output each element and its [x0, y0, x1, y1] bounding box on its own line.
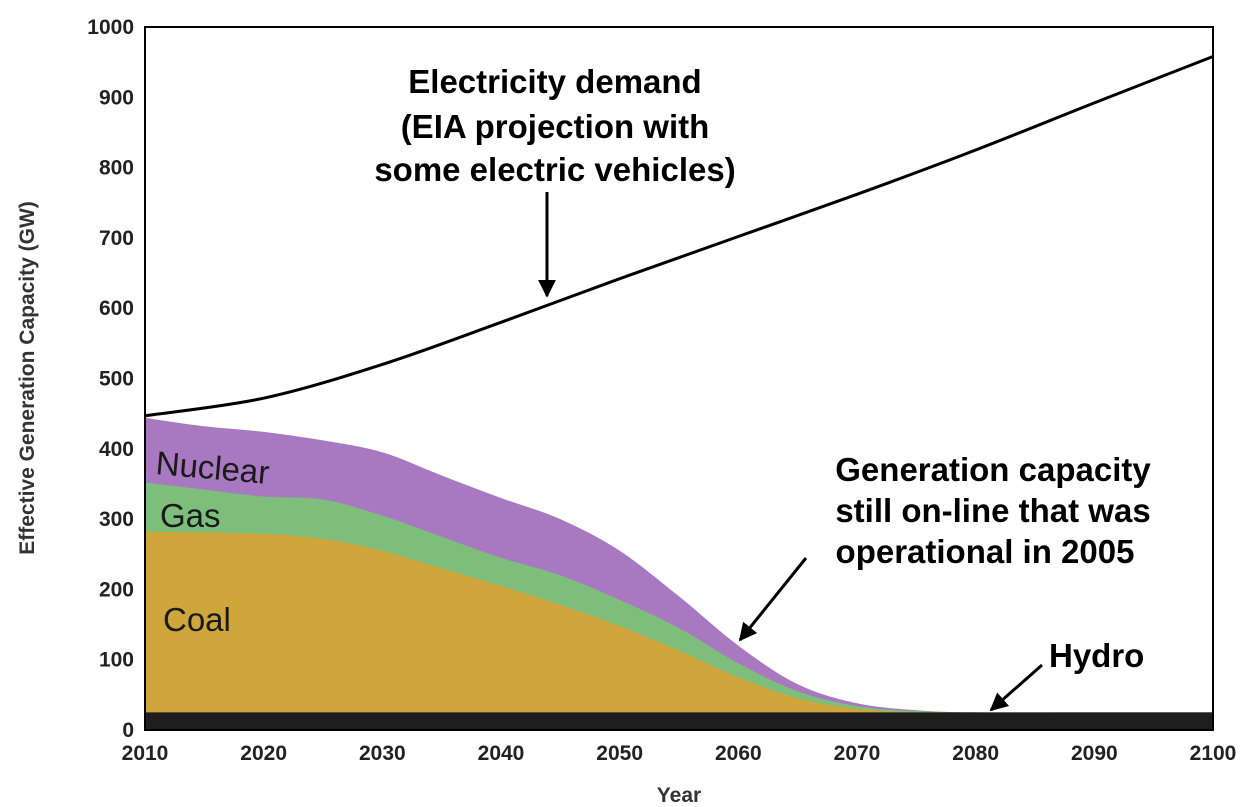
plot-frame	[144, 26, 1214, 731]
demand-annotation: Electricity demand (EIA projection with …	[374, 63, 735, 188]
capacity-annotation-line-2: still on-line that was	[835, 492, 1150, 529]
x-axis-ticks: 2010 2020 2030 2040 2050 2060 2070 2080 2090 2100	[122, 742, 1237, 765]
hydro-arrow	[989, 663, 1043, 712]
coal-area-label: Coal	[163, 601, 231, 638]
gas-area-label: Gas	[160, 497, 221, 534]
x-tick-label: 2050	[596, 742, 643, 765]
demand-line	[144, 55, 1214, 418]
x-axis-label: Year	[657, 784, 701, 807]
x-tick-label: 2040	[478, 742, 525, 765]
y-axis-label: Effective Generation Capacity (GW)	[16, 201, 39, 555]
demand-annotation-line-3: some electric vehicles)	[374, 151, 735, 188]
hydro-area	[145, 712, 1213, 730]
x-tick-label: 2020	[240, 742, 287, 765]
area-layers	[145, 417, 1213, 730]
x-tick-label: 2010	[122, 742, 169, 765]
y-tick-label: 900	[99, 86, 134, 109]
y-axis-ticks: 0 100 200 300 400 500 600 700 800 900 1000	[87, 16, 134, 742]
x-tick-label: 2070	[834, 742, 881, 765]
x-tick-label: 2100	[1190, 742, 1237, 765]
capacity-annotation-line-3: operational in 2005	[836, 533, 1135, 570]
x-tick-label: 2030	[359, 742, 406, 765]
demand-annotation-line-1: Electricity demand	[408, 63, 701, 100]
x-tick-label: 2080	[952, 742, 999, 765]
x-tick-label: 2060	[715, 742, 762, 765]
y-tick-label: 1000	[87, 16, 134, 39]
y-tick-label: 200	[99, 578, 134, 601]
capacity-annotation-line-1: Generation capacity	[835, 451, 1151, 488]
hydro-annotation: Hydro	[1049, 637, 1144, 674]
capacity-arrow	[738, 557, 808, 642]
y-tick-label: 300	[99, 508, 134, 531]
x-tick-label: 2090	[1071, 742, 1118, 765]
y-tick-label: 0	[122, 719, 134, 742]
y-tick-label: 100	[99, 649, 134, 672]
demand-annotation-line-2: (EIA projection with	[401, 108, 710, 145]
y-tick-label: 400	[99, 438, 134, 461]
y-tick-label: 600	[99, 297, 134, 320]
y-tick-label: 500	[99, 368, 134, 391]
y-tick-label: 800	[99, 157, 134, 180]
y-tick-label: 700	[99, 227, 134, 250]
coal-area	[145, 531, 1213, 730]
capacity-annotation: Generation capacity still on-line that w…	[835, 451, 1151, 570]
